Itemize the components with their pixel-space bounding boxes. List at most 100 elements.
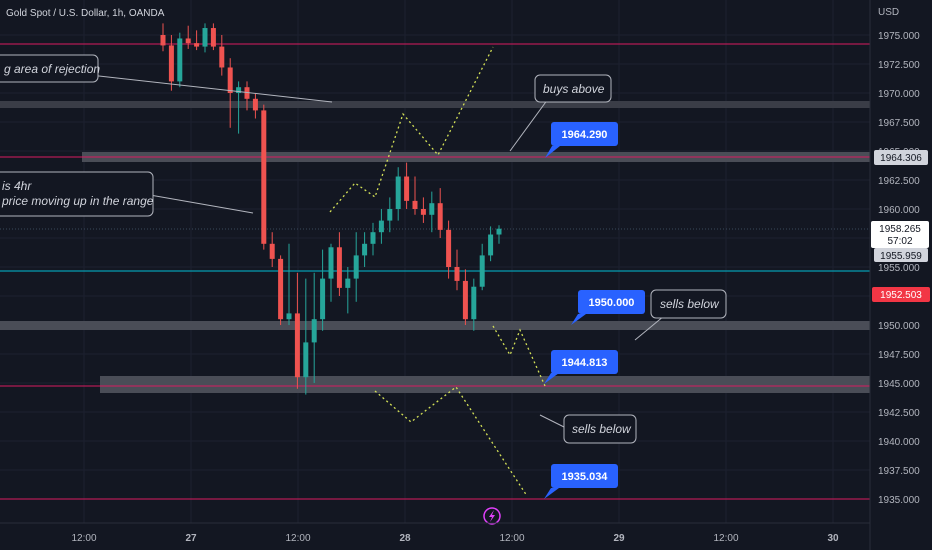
callout-four-hr-line2: price moving up in the range bbox=[1, 194, 154, 208]
candle-body bbox=[219, 46, 225, 68]
lightning-icon[interactable] bbox=[483, 507, 501, 525]
price-tag-1935[interactable]: 1935.034 bbox=[544, 464, 618, 499]
candle-body bbox=[471, 286, 477, 320]
callout-sells-below-1[interactable]: sells below bbox=[650, 289, 727, 319]
label-resistance: 1964.306 bbox=[874, 150, 928, 165]
x-tick-label: 12:00 bbox=[499, 533, 524, 544]
candle bbox=[160, 23, 166, 52]
label-resistance-text: 1964.306 bbox=[880, 153, 922, 164]
callout-sells-below-2-text: sells below bbox=[572, 422, 632, 436]
candle-body bbox=[177, 38, 183, 82]
buys-above-pointer bbox=[509, 98, 549, 152]
candle-body bbox=[479, 255, 485, 287]
candle-body bbox=[462, 280, 468, 320]
candle bbox=[328, 243, 334, 302]
candle-body bbox=[412, 200, 418, 209]
candle-body bbox=[185, 38, 191, 44]
price-tag-1950[interactable]: 1950.000 bbox=[571, 290, 645, 325]
candle-body bbox=[395, 176, 401, 209]
label-blue-line-text: 1955.959 bbox=[880, 251, 922, 262]
projection-down-2 bbox=[374, 386, 528, 497]
candle-body bbox=[496, 228, 502, 235]
candle bbox=[236, 81, 242, 134]
candle bbox=[471, 278, 477, 331]
candle bbox=[177, 32, 183, 88]
y-tick-label: 1962.500 bbox=[878, 176, 920, 187]
candle-body bbox=[353, 255, 359, 279]
candle bbox=[488, 226, 494, 262]
candle bbox=[194, 30, 200, 51]
candle-body bbox=[362, 243, 368, 256]
x-tick-label: 29 bbox=[613, 533, 625, 544]
x-tick-label: 12:00 bbox=[713, 533, 738, 544]
candle bbox=[252, 93, 258, 119]
candle bbox=[286, 243, 292, 325]
candle-body bbox=[269, 243, 275, 259]
four-hr-pointer bbox=[149, 194, 254, 214]
candle-body bbox=[387, 209, 393, 221]
price-tag-1944[interactable]: 1944.813 bbox=[544, 350, 618, 384]
callout-buys-above-text: buys above bbox=[543, 82, 605, 96]
candle bbox=[370, 222, 376, 256]
callout-four-hr-line1: is 4hr bbox=[2, 179, 32, 193]
candle-body bbox=[286, 313, 292, 320]
y-tick-label: 1937.500 bbox=[878, 466, 920, 477]
candle bbox=[437, 188, 443, 238]
candle bbox=[420, 197, 426, 223]
label-current-price: 1958.265 bbox=[879, 224, 921, 235]
candle bbox=[362, 232, 368, 267]
callout-sells-below-2[interactable]: sells below bbox=[563, 414, 637, 444]
candle bbox=[227, 58, 233, 128]
candle-body bbox=[446, 229, 452, 267]
candle bbox=[395, 167, 401, 221]
candle bbox=[303, 278, 309, 395]
candle bbox=[429, 191, 435, 233]
y-tick-label: 1955.000 bbox=[878, 263, 920, 274]
candle-body bbox=[278, 258, 284, 320]
price-tag-1964[interactable]: 1964.290 bbox=[545, 122, 618, 158]
candle-body bbox=[194, 43, 200, 47]
candle-body bbox=[336, 247, 342, 288]
y-tick-label: 1947.500 bbox=[878, 350, 920, 361]
candle-body bbox=[236, 87, 242, 93]
x-tick-label: 30 bbox=[827, 533, 839, 544]
callout-rejection[interactable]: g area of rejection bbox=[0, 54, 100, 83]
price-tag-1964-text: 1964.290 bbox=[562, 129, 608, 141]
label-countdown: 57:02 bbox=[887, 236, 912, 247]
zone-1969 bbox=[0, 101, 870, 108]
candle bbox=[353, 232, 359, 302]
chart-title: Gold Spot / U.S. Dollar, 1h, OANDA bbox=[6, 8, 165, 19]
price-tag-1944-text: 1944.813 bbox=[562, 357, 608, 369]
x-axis-ticks: 12:00 27 12:00 28 12:00 29 12:00 30 bbox=[71, 533, 839, 544]
candle bbox=[412, 176, 418, 215]
candle bbox=[454, 249, 460, 291]
candle-body bbox=[328, 247, 334, 279]
projection-down-1 bbox=[492, 325, 546, 387]
y-tick-label: 1960.000 bbox=[878, 205, 920, 216]
candle-body bbox=[378, 220, 384, 233]
currency-label: USD bbox=[878, 7, 899, 18]
candle-body bbox=[404, 176, 410, 201]
candle bbox=[336, 232, 342, 296]
callout-buys-above[interactable]: buys above bbox=[534, 74, 612, 103]
y-tick-label: 1950.000 bbox=[878, 321, 920, 332]
candle-body bbox=[261, 110, 267, 244]
callout-sells-below-1-text: sells below bbox=[660, 297, 720, 311]
candle bbox=[202, 23, 208, 53]
candle-body bbox=[454, 267, 460, 281]
candle-body bbox=[437, 203, 443, 230]
label-blue-line: 1955.959 bbox=[874, 248, 928, 262]
candle-body bbox=[420, 209, 426, 215]
candle bbox=[479, 243, 485, 291]
candle bbox=[404, 162, 410, 209]
label-red-line-text: 1952.503 bbox=[880, 290, 922, 301]
candle-body bbox=[370, 232, 376, 244]
candle bbox=[496, 225, 502, 244]
candle-body bbox=[429, 203, 435, 215]
candle bbox=[320, 249, 326, 331]
callout-four-hr[interactable]: is 4hr price moving up in the range bbox=[0, 171, 154, 217]
x-tick-label: 28 bbox=[399, 533, 411, 544]
candle bbox=[387, 197, 393, 233]
